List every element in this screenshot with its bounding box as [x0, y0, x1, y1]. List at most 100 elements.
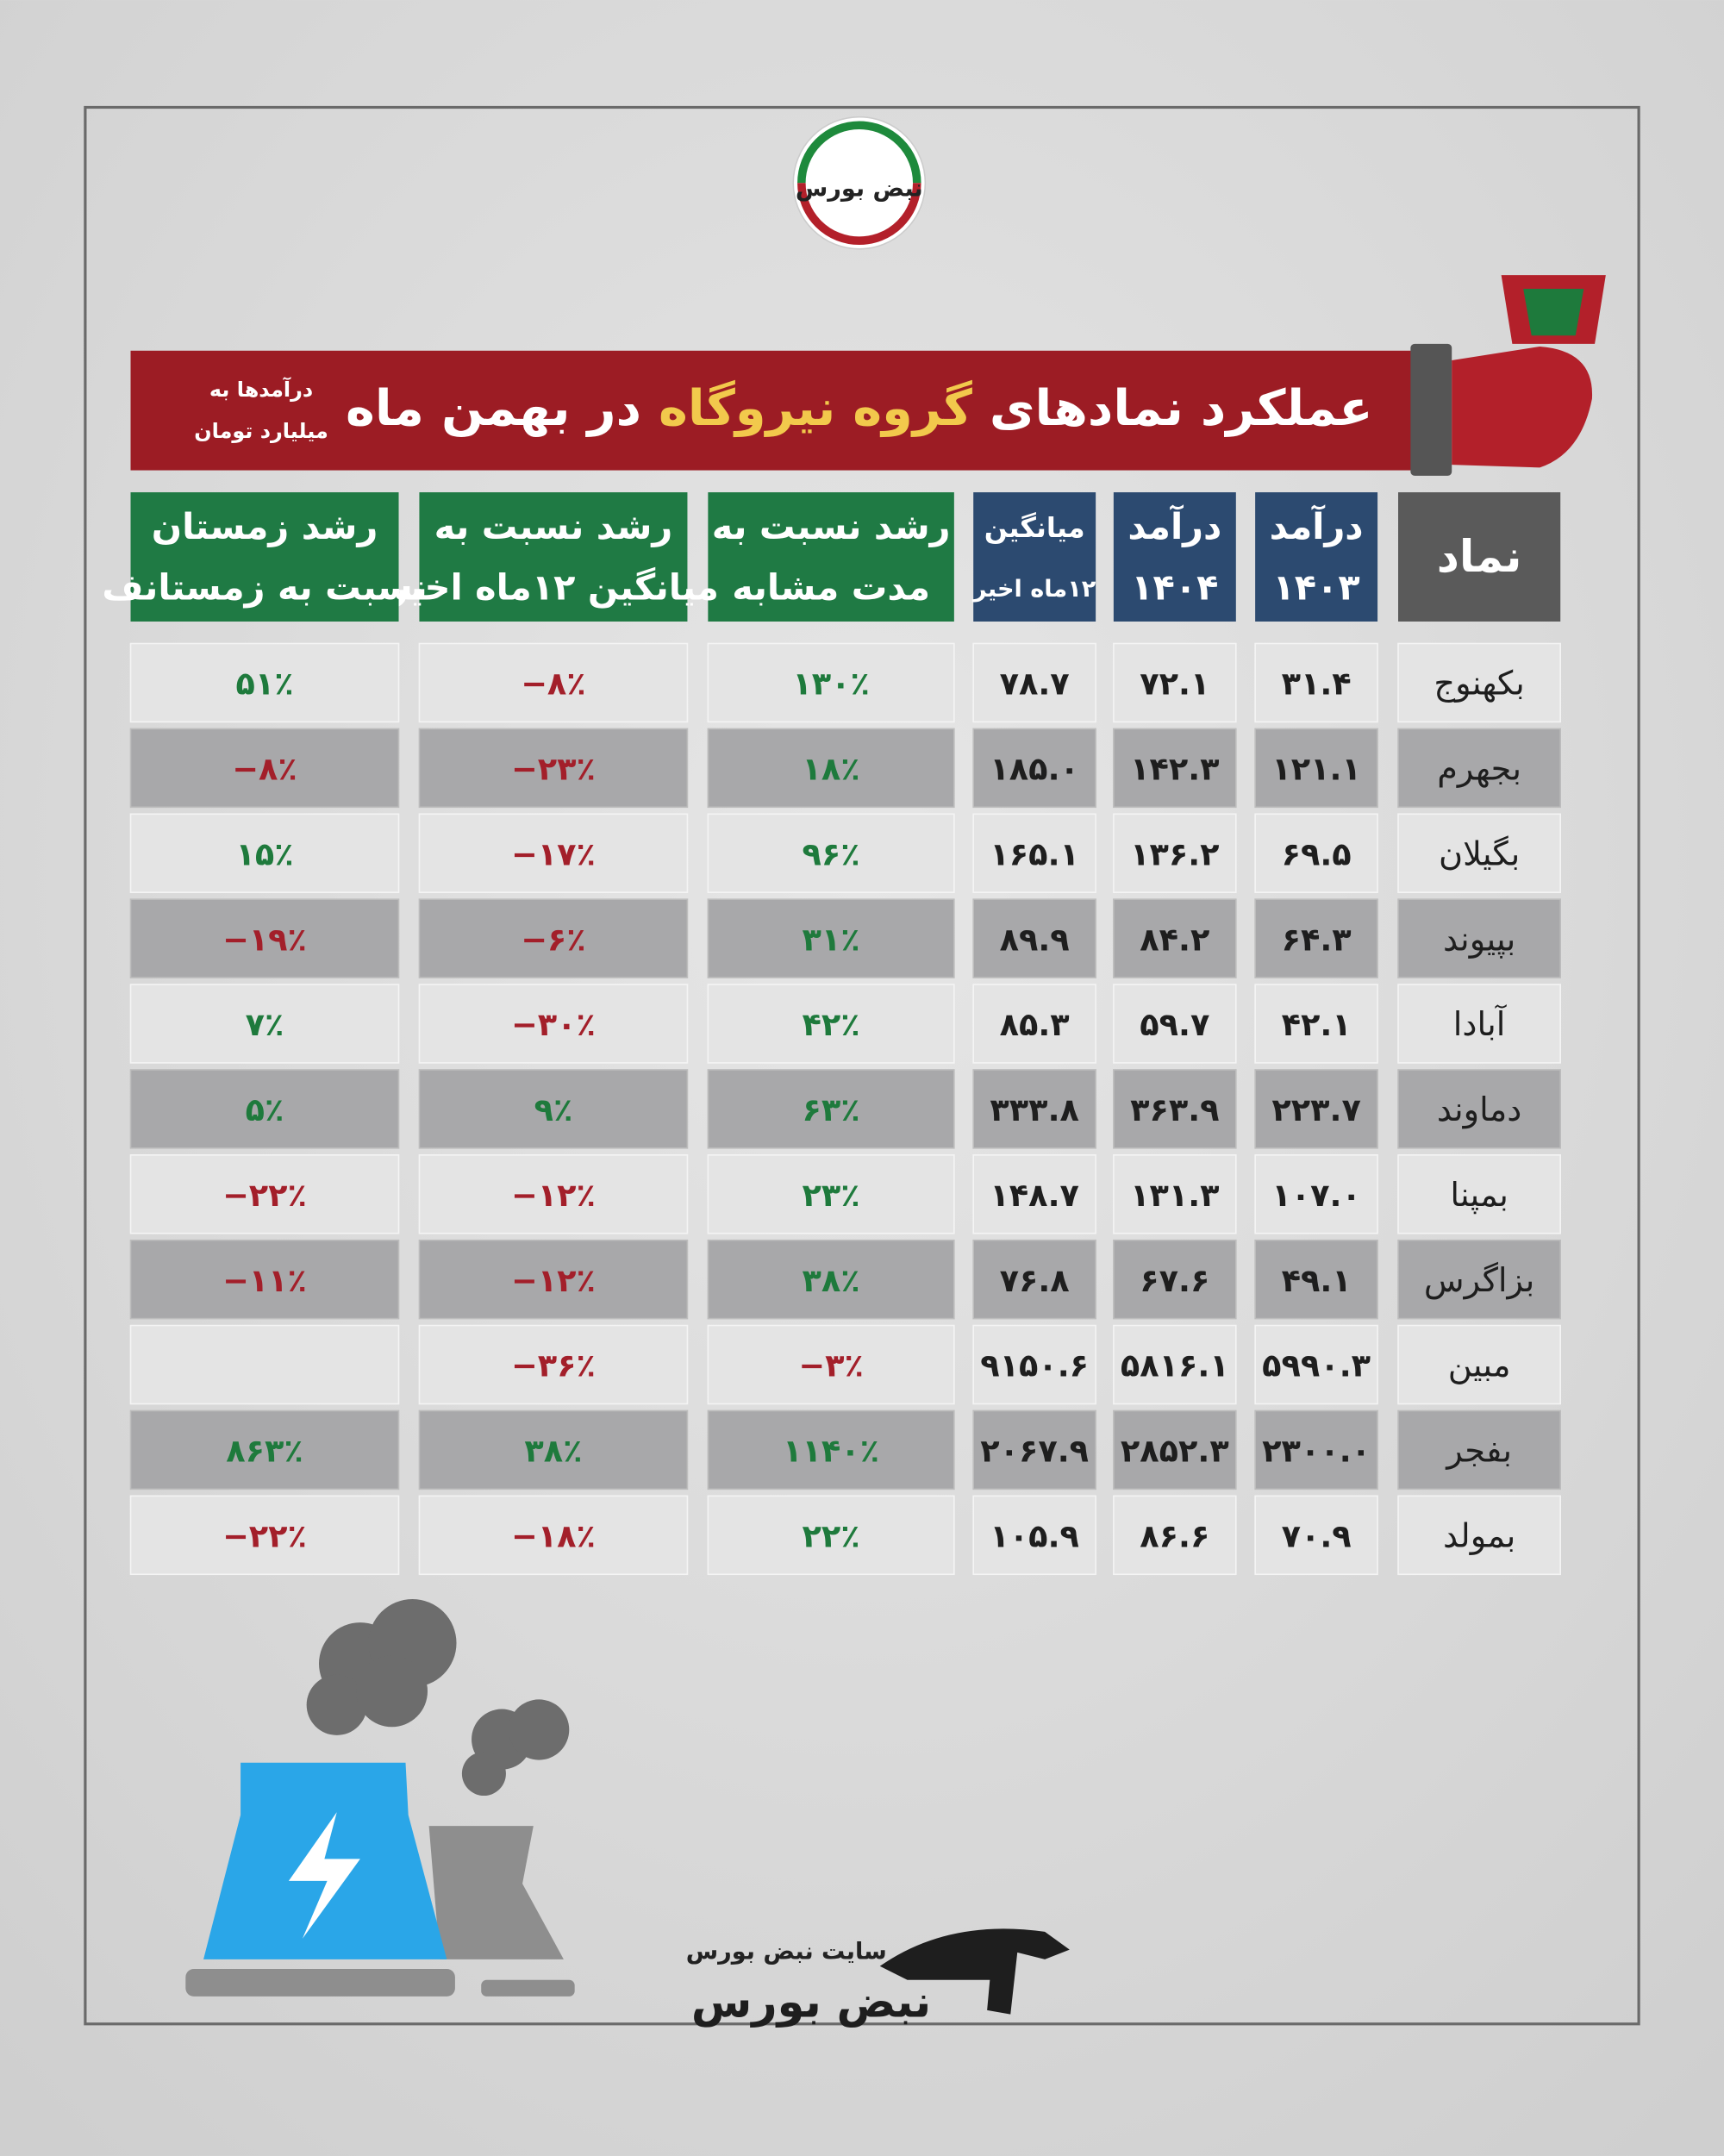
- cell-value: ۳۱٪: [803, 921, 860, 958]
- table-cell: [1397, 813, 1562, 893]
- header-text: میانگین ۱۲ماه اخیر: [386, 566, 719, 609]
- table-cell: [129, 1409, 400, 1490]
- cell-value: ۳۸٪: [524, 1433, 582, 1470]
- table-cell: [129, 642, 400, 723]
- table-cell: [1113, 813, 1237, 893]
- cell-value: ۱۱۴۰٪: [783, 1433, 879, 1470]
- table-cell: [129, 1239, 400, 1320]
- cell-value: −۸٪: [232, 751, 297, 788]
- table-cell: [1254, 1409, 1378, 1490]
- cell-value: ۷۶.۸: [1000, 1262, 1070, 1299]
- cell-value: ۸۶۳٪: [226, 1433, 303, 1470]
- cell-value: ۵۸۱۶.۱: [1121, 1347, 1229, 1384]
- cell-value: ۴۹.۱: [1282, 1262, 1352, 1299]
- table-cell: [418, 813, 689, 893]
- header-text: ۱۴۰۴: [1131, 566, 1218, 608]
- cell-value: ۴۲٪: [803, 1006, 860, 1043]
- table-cell: [418, 984, 689, 1064]
- table-cell: [1254, 1154, 1378, 1234]
- table-cell: [972, 1324, 1096, 1405]
- table-cell: [707, 1495, 955, 1576]
- footer-brand: نبض بورس: [691, 1977, 931, 2028]
- header-text: رشد نسبت به: [434, 506, 673, 547]
- table-cell: [418, 1154, 689, 1234]
- table-cell: [972, 813, 1096, 893]
- cell-value: ۱۶۵.۱: [990, 835, 1078, 872]
- symbol: بگیلان: [1439, 834, 1520, 873]
- header-text: مدت مشابه: [732, 566, 930, 608]
- header-cell: [1113, 492, 1236, 622]
- cell-value: ۳۳۳.۸: [990, 1091, 1078, 1128]
- table-cell: [1254, 1069, 1378, 1149]
- table-cell: [1113, 1154, 1237, 1234]
- table-cell: [418, 642, 689, 723]
- symbol: بزاگرس: [1424, 1261, 1534, 1300]
- table-cell: [1254, 898, 1378, 978]
- header-text: میانگین: [984, 511, 1085, 544]
- note-line: میلیارد تومان: [194, 419, 328, 443]
- table-cell: [418, 1239, 689, 1320]
- cell-value: ۱۰۵.۹: [990, 1517, 1078, 1554]
- note-line: درآمدها به: [209, 377, 313, 402]
- frame: [84, 105, 1640, 2026]
- cell-value: ۲۰۶۷.۹: [980, 1433, 1089, 1470]
- table-cell: [129, 1324, 400, 1405]
- cell-value: −۳٪: [798, 1347, 864, 1384]
- cell-value: −۱۱٪: [222, 1262, 307, 1299]
- logo: نبض بورس: [792, 116, 927, 250]
- table-cell: [1397, 1409, 1562, 1490]
- table-cell: [1397, 642, 1562, 723]
- cell-value: ۳۸٪: [803, 1262, 860, 1299]
- table-cell: [972, 1154, 1096, 1234]
- header-cell: [130, 492, 399, 622]
- cell-value: ۵۱٪: [235, 666, 293, 703]
- table-cell: [418, 1495, 689, 1576]
- header-cell: [708, 492, 954, 622]
- symbol: بکهنوج: [1434, 665, 1524, 703]
- cell-value: ۱۸۵.۰: [990, 751, 1078, 788]
- cell-value: ۹٪: [534, 1091, 573, 1128]
- title-start: عملکرد نمادهای: [990, 379, 1373, 437]
- table-cell: [972, 898, 1096, 978]
- table-cell: [1254, 813, 1378, 893]
- table-cell: [1113, 728, 1237, 809]
- cell-value: ۶۷.۶: [1140, 1262, 1209, 1299]
- table-cell: [707, 813, 955, 893]
- cell-value: ۲۸۵۲.۳: [1121, 1433, 1229, 1470]
- cell-value: ۲۳۰۰.۰: [1262, 1433, 1371, 1470]
- cell-value: ۱۲۱.۱: [1271, 751, 1360, 788]
- table-cell: [972, 1069, 1096, 1149]
- cell-value: ۲۲٪: [803, 1517, 860, 1554]
- cell-value: −۱۹٪: [222, 921, 307, 958]
- table-cell: [129, 813, 400, 893]
- cell-value: ۱۳۱.۳: [1130, 1177, 1219, 1214]
- cell-value: ۷۸.۷: [1000, 666, 1070, 703]
- cell-value: −۲۳٪: [511, 751, 596, 788]
- table-cell: [707, 1409, 955, 1490]
- table-cell: [1397, 898, 1562, 978]
- table-cell: [972, 1409, 1096, 1490]
- table-cell: [129, 728, 400, 809]
- cell-value: ۹۱۵۰.۶: [980, 1347, 1089, 1384]
- table-cell: [707, 1239, 955, 1320]
- cell-value: ۲۳٪: [803, 1177, 860, 1214]
- table-cell: [1113, 1495, 1237, 1576]
- header-text: درآمد: [1127, 504, 1221, 547]
- header-text: ۱۴۰۳: [1273, 566, 1360, 608]
- table-cell: [1113, 1324, 1237, 1405]
- table-cell: [129, 898, 400, 978]
- power-plant-icon: [185, 1598, 575, 1997]
- table-cell: [707, 728, 955, 809]
- table-cell: [1254, 1239, 1378, 1320]
- table-cell: [1113, 1069, 1237, 1149]
- table-cell: [972, 642, 1096, 723]
- table-cell: [1113, 1409, 1237, 1490]
- table-cell: [1254, 728, 1378, 809]
- symbol: بفجر: [1445, 1432, 1512, 1471]
- header-cell: [973, 492, 1096, 622]
- table-cell: [1254, 984, 1378, 1064]
- symbol: مبین: [1448, 1347, 1511, 1385]
- table-cell: [418, 1324, 689, 1405]
